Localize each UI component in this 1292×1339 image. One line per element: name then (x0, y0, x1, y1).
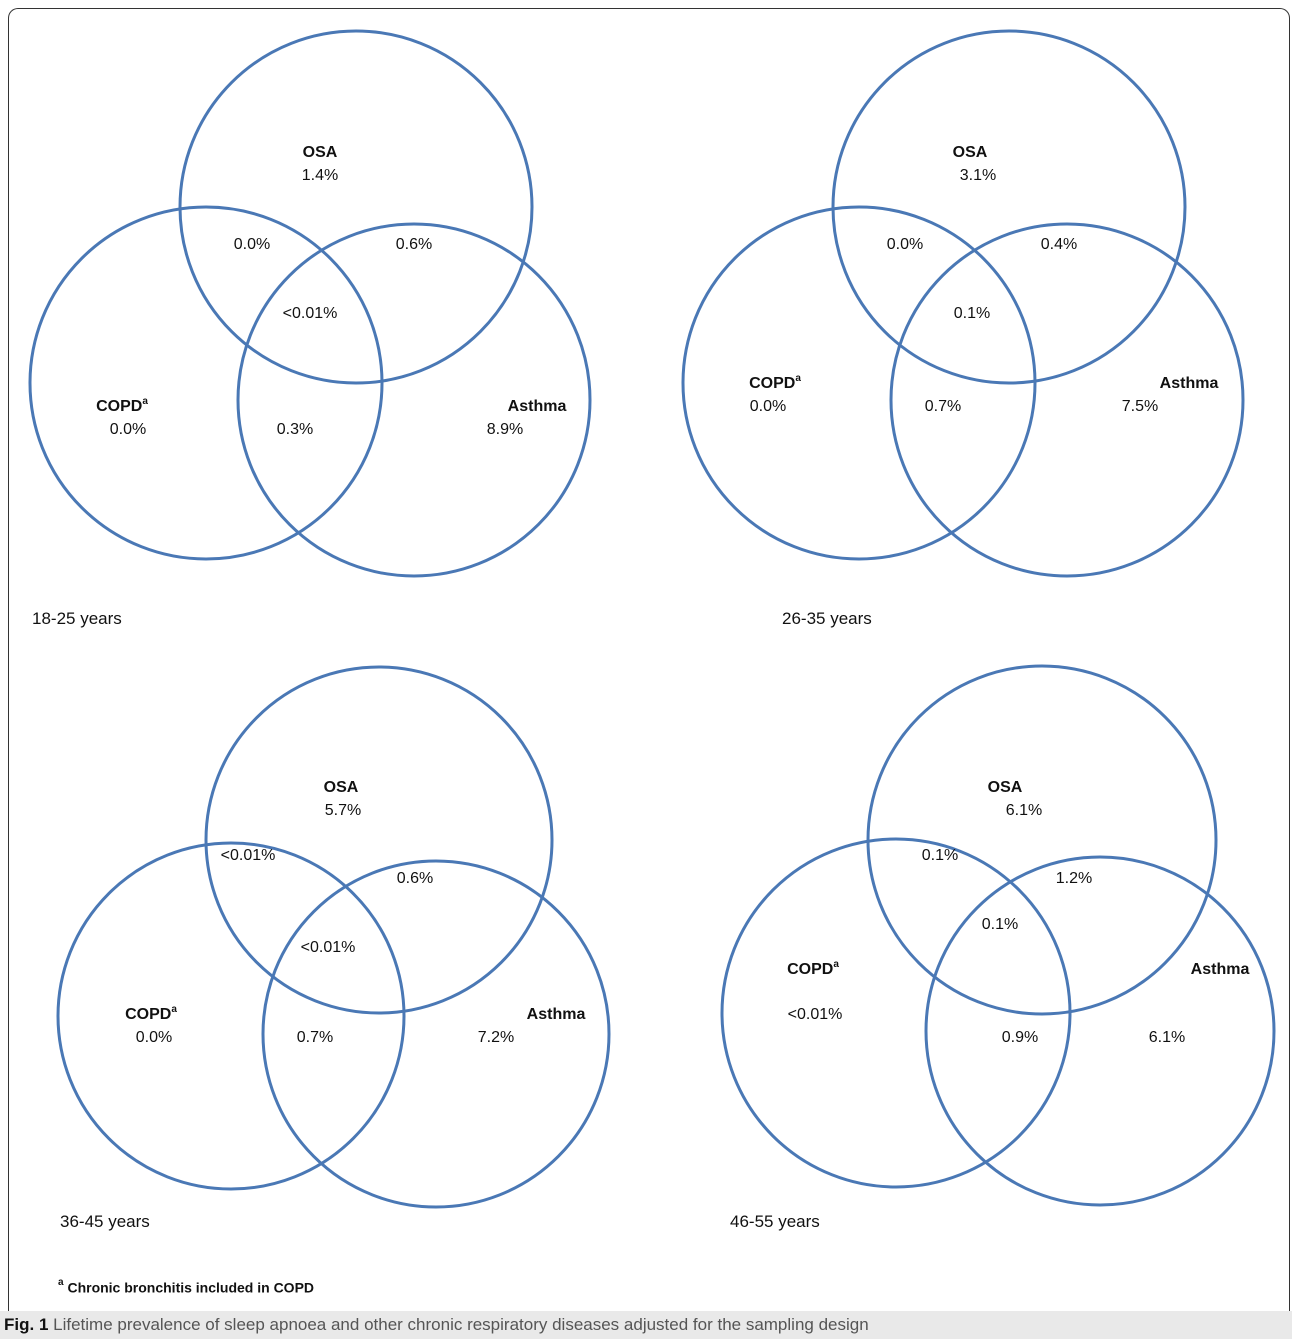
figure-number: Fig. 1 (4, 1315, 49, 1334)
copd-footnote-marker: a (795, 373, 801, 384)
panel-age-label: 46-55 years (730, 1212, 820, 1231)
venn-panel: OSA 1.4% COPDa 0.0% Asthma 8.9% 0.0% 0.6% <0.01%… (28, 29, 592, 578)
copd-footnote-marker: a (833, 959, 839, 970)
osa-copd-overlap-value: 0.0% (234, 236, 270, 253)
copd-asthma-overlap-value: 0.7% (297, 1029, 333, 1046)
asthma-label: Asthma (527, 1006, 586, 1023)
osa-label: OSA (953, 144, 988, 161)
panel-age-label: 36-45 years (60, 1212, 150, 1231)
osa-asthma-overlap-value: 0.6% (397, 870, 433, 887)
osa-asthma-overlap-value: 0.4% (1041, 236, 1077, 253)
footnote: a Chronic bronchitis included in COPD (58, 1277, 315, 1296)
copd-label: COPDa (787, 959, 839, 978)
osa-circle (831, 29, 1187, 385)
copd-asthma-overlap-value: 0.9% (1002, 1029, 1038, 1046)
all-three-overlap-value: <0.01% (283, 305, 338, 322)
figure-caption: Fig. 1 Lifetime prevalence of sleep apno… (0, 1311, 1292, 1339)
copd-label: COPDa (96, 396, 148, 415)
copd-value: <0.01% (788, 1006, 843, 1023)
copd-label: COPDa (125, 1004, 177, 1023)
osa-asthma-overlap-value: 0.6% (396, 236, 432, 253)
panel-age-label: 18-25 years (32, 609, 122, 628)
all-three-overlap-value: 0.1% (982, 916, 1018, 933)
asthma-value: 8.9% (487, 421, 523, 438)
osa-label: OSA (324, 779, 359, 796)
osa-value: 5.7% (325, 802, 361, 819)
osa-copd-overlap-value: <0.01% (221, 847, 276, 864)
osa-circle (204, 665, 554, 1015)
asthma-circle (889, 222, 1245, 578)
panel-age-label: 26-35 years (782, 609, 872, 628)
osa-value: 1.4% (302, 167, 338, 184)
copd-value: 0.0% (110, 421, 146, 438)
copd-footnote-marker: a (171, 1004, 177, 1015)
all-three-overlap-value: <0.01% (301, 939, 356, 956)
asthma-label: Asthma (1191, 961, 1250, 978)
asthma-circle (261, 859, 611, 1209)
caption-text: Lifetime prevalence of sleep apnoea and … (48, 1315, 869, 1334)
asthma-label: Asthma (508, 398, 567, 415)
copd-circle (56, 841, 406, 1191)
asthma-value: 7.5% (1122, 398, 1158, 415)
copd-circle (681, 205, 1037, 561)
copd-asthma-overlap-value: 0.3% (277, 421, 313, 438)
copd-asthma-overlap-value: 0.7% (925, 398, 961, 415)
osa-value: 6.1% (1006, 802, 1042, 819)
osa-copd-overlap-value: 0.0% (887, 236, 923, 253)
osa-circle (178, 29, 534, 385)
asthma-circle (236, 222, 592, 578)
copd-circle (28, 205, 384, 561)
copd-value: 0.0% (136, 1029, 172, 1046)
asthma-value: 7.2% (478, 1029, 514, 1046)
copd-label: COPDa (749, 373, 801, 392)
osa-copd-overlap-value: 0.1% (922, 847, 958, 864)
osa-label: OSA (303, 144, 338, 161)
all-three-overlap-value: 0.1% (954, 305, 990, 322)
copd-circle (720, 837, 1072, 1189)
asthma-value: 6.1% (1149, 1029, 1185, 1046)
asthma-circle (924, 855, 1276, 1207)
asthma-label: Asthma (1160, 375, 1219, 392)
osa-asthma-overlap-value: 1.2% (1056, 870, 1092, 887)
footnote-marker: a (58, 1277, 64, 1288)
figure-frame (8, 8, 1290, 1334)
copd-footnote-marker: a (142, 396, 148, 407)
venn-panel: OSA 5.7% COPDa 0.0% Asthma 7.2% <0.01% 0.6% <0.0… (56, 665, 611, 1209)
venn-panel: OSA 6.1% COPDa <0.01% Asthma 6.1% 0.1% 1.2% 0.1%… (720, 664, 1276, 1207)
osa-value: 3.1% (960, 167, 996, 184)
footnote-text: Chronic bronchitis included in COPD (63, 1279, 315, 1296)
osa-label: OSA (988, 779, 1023, 796)
copd-value: 0.0% (750, 398, 786, 415)
